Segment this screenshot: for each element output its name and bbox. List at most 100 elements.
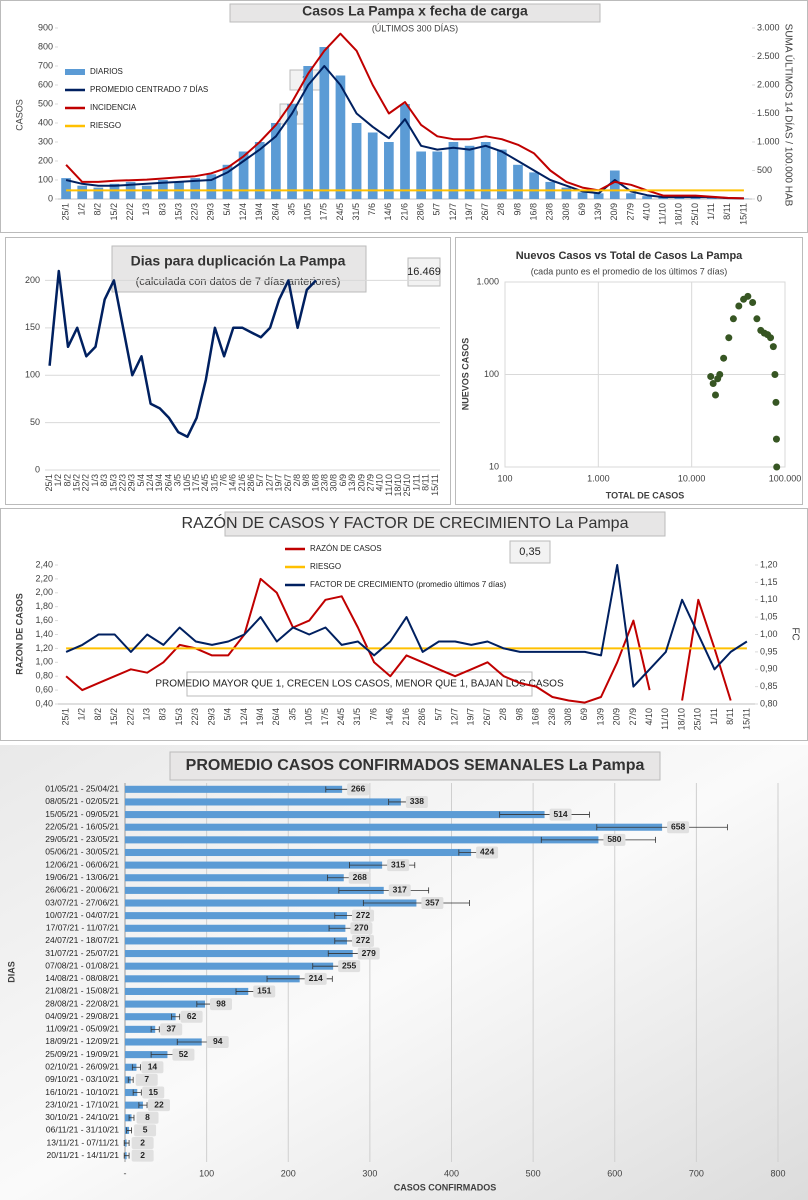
x-tick-label: 21/6	[237, 474, 247, 492]
chart-title: Nuevos Casos vs Total de Casos La Pampa	[516, 250, 743, 262]
value-label-box	[141, 1061, 164, 1074]
error-bar	[596, 824, 728, 831]
x-tick-label: 8/11	[722, 203, 732, 220]
y-tick-label: 200	[25, 275, 40, 285]
point	[753, 315, 761, 323]
x-tick-label: 19/7	[464, 203, 474, 221]
bar	[206, 174, 217, 199]
chart-title: PROMEDIO CASOS CONFIRMADOS SEMANALES La …	[186, 757, 645, 774]
y-axis-label: DIAS	[6, 961, 16, 983]
y2-tick-label: 1,10	[760, 594, 778, 604]
x-tick-label: 22/3	[117, 474, 127, 492]
bar	[125, 861, 383, 869]
value-label: 338	[410, 796, 424, 806]
bar	[125, 912, 348, 920]
x-tick-label: 100	[497, 473, 512, 483]
value-label: 5	[143, 1125, 148, 1135]
value-label-box	[350, 922, 373, 935]
x-tick-label: 26/4	[270, 203, 280, 221]
x-tick-label: 16/8	[531, 708, 541, 726]
y-tick-label: 0	[35, 464, 40, 474]
x-tick-label: 22/2	[125, 708, 135, 726]
y-axis-label: RAZON DE CASOS	[14, 593, 24, 675]
x-tick-label: 28/6	[417, 708, 427, 726]
value-label-box	[667, 821, 690, 834]
bar	[384, 142, 394, 199]
bar	[367, 132, 378, 199]
error-bar	[171, 1013, 181, 1020]
y-tick-label: 01/05/21 - 25/04/21	[45, 784, 119, 794]
x-tick-label: 200	[281, 1168, 296, 1178]
bar	[416, 151, 426, 199]
bar	[141, 185, 152, 199]
y-tick-label: 400	[38, 117, 53, 127]
x-tick-label: 12/4	[238, 203, 248, 221]
x-tick-label: 17/5	[319, 203, 329, 221]
panel	[0, 745, 808, 1200]
y-tick-label: 100	[38, 174, 53, 184]
bar	[254, 142, 265, 199]
x-tick-label: 25/1	[60, 708, 70, 726]
x-tick-label: 30/8	[563, 708, 573, 726]
error-bar	[123, 1140, 130, 1147]
x-tick-label: 1/3	[141, 203, 151, 216]
x-tick-label: 5/7	[433, 708, 443, 721]
value-label-box	[160, 1023, 183, 1036]
x-tick-label: 22/2	[125, 203, 135, 221]
y2-tick-label: 1.500	[757, 108, 780, 118]
bar	[125, 924, 346, 932]
bar	[303, 66, 314, 199]
value-label: 7	[144, 1074, 149, 1084]
y-tick-label: 08/05/21 - 02/05/21	[45, 796, 119, 806]
y-tick-label: 21/08/21 - 15/08/21	[45, 986, 119, 996]
x-tick-label: 25/10	[690, 203, 700, 226]
value-label: 151	[257, 986, 271, 996]
value-label-box	[253, 985, 276, 998]
value-label: 266	[351, 784, 365, 794]
x-tick-label: 1/2	[77, 203, 87, 216]
y-tick-label: 19/06/21 - 13/06/21	[45, 872, 119, 882]
value-label-box	[421, 897, 444, 910]
line	[48, 269, 317, 439]
x-axis-label: CASOS CONFIRMADOS	[394, 1182, 497, 1192]
bar	[125, 987, 249, 995]
x-tick-label: 21/6	[401, 708, 411, 726]
y-tick-label: 1.000	[476, 276, 499, 286]
value-label-box	[549, 808, 572, 821]
value-label-box	[352, 934, 375, 947]
annotation-box	[186, 671, 533, 697]
x-tick-label: 25/1	[44, 474, 54, 492]
value-label: 268	[353, 872, 367, 882]
x-tick-label: 6/9	[338, 474, 348, 487]
point	[729, 315, 737, 323]
bar	[125, 1076, 131, 1084]
value-label-box	[387, 859, 410, 872]
value-label: 2	[140, 1137, 145, 1147]
y2-tick-label: 0,95	[760, 646, 778, 656]
bar	[61, 178, 71, 199]
y2-tick-label: 0	[757, 193, 762, 203]
value-label-box	[347, 783, 370, 796]
bar	[125, 1013, 176, 1021]
x-tick-label: 16/8	[310, 474, 320, 492]
point	[709, 379, 717, 387]
y-tick-label: 29/05/21 - 23/05/21	[45, 834, 119, 844]
y2-tick-label: 1,20	[760, 559, 778, 569]
y-tick-label: 700	[38, 60, 53, 70]
y2-tick-label: 2.500	[757, 51, 780, 61]
point	[720, 354, 728, 362]
point	[772, 398, 780, 406]
value-label: 98	[216, 998, 226, 1008]
x-tick-label: 30/8	[561, 203, 571, 221]
bar	[125, 874, 344, 882]
error-bar	[338, 887, 430, 894]
y-tick-label: 24/07/21 - 18/07/21	[45, 935, 119, 945]
point	[744, 292, 752, 300]
x-tick-label: 13/9	[595, 708, 605, 726]
y-axis-label: NUEVOS CASOS	[460, 338, 470, 411]
x-tick-label: 12/7	[450, 708, 460, 726]
y-axis-label: CASOS	[14, 99, 24, 131]
x-tick-label: 5/7	[432, 203, 442, 216]
x-tick-label: 5/4	[222, 203, 232, 216]
